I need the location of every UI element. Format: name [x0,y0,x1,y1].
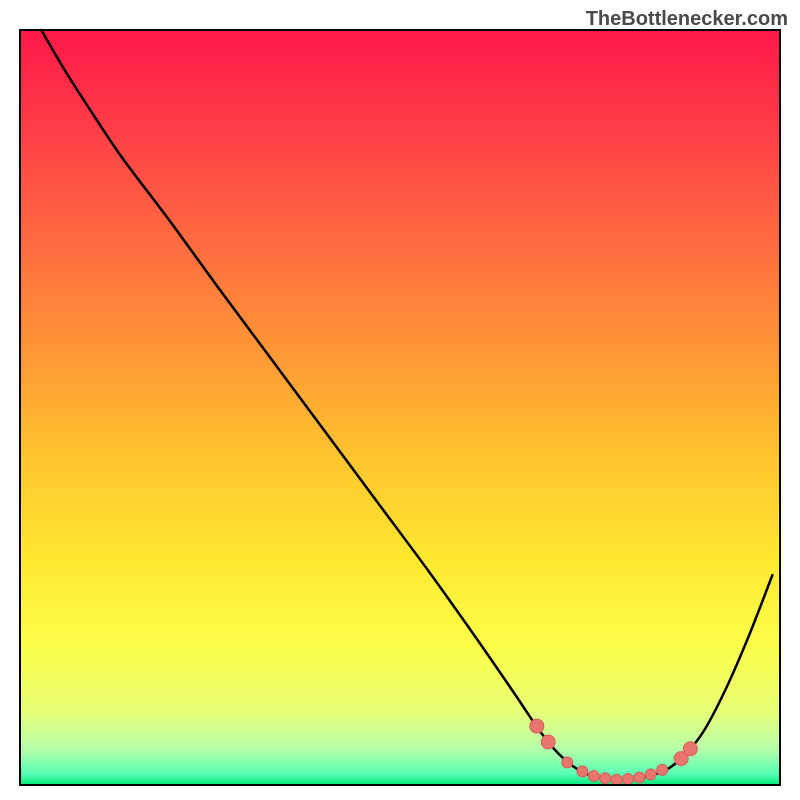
optimal-marker [683,742,697,756]
gradient-background [20,30,780,785]
optimal-marker [541,735,555,749]
optimal-marker [611,774,622,785]
optimal-marker [634,772,645,783]
optimal-marker [657,764,668,775]
optimal-marker [577,766,588,777]
optimal-marker [600,773,611,784]
optimal-marker [530,719,544,733]
optimal-marker [562,757,573,768]
optimal-marker [645,769,656,780]
optimal-marker [588,770,599,781]
optimal-marker [623,773,634,784]
watermark-text: TheBottlenecker.com [586,8,788,31]
bottleneck-chart: TheBottlenecker.com [0,0,800,800]
chart-svg [0,0,800,800]
